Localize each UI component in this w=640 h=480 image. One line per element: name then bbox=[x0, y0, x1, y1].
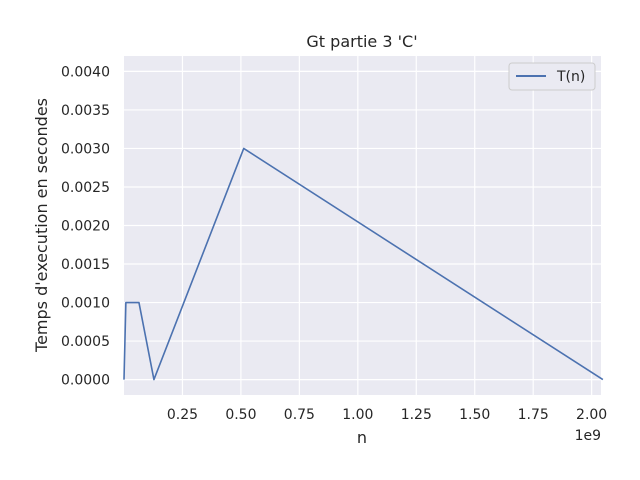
legend-box bbox=[508, 62, 596, 91]
y-tick-label: 0.0010 bbox=[61, 296, 110, 312]
y-tick-label: 0.0035 bbox=[61, 103, 110, 119]
y-tick-label: 0.0020 bbox=[61, 219, 110, 235]
y-tick-labels: 0.0000 0.0005 0.0010 0.0015 0.0020 0.0025 0.00… bbox=[61, 64, 110, 388]
x-tick-label: 1.00 bbox=[342, 407, 373, 423]
x-tick-labels: 0.25 0.50 0.75 1.00 1.25 1.50 1.75 2.00 bbox=[167, 407, 607, 423]
y-tick-label: 0.0015 bbox=[61, 257, 110, 273]
x-tick-label: 2.00 bbox=[576, 407, 607, 423]
x-tick-label: 0.75 bbox=[284, 407, 315, 423]
legend: T(n) bbox=[508, 62, 596, 91]
x-axis-label: n bbox=[357, 428, 367, 447]
y-axis-label: Temps d'execution en secondes bbox=[32, 98, 51, 353]
chart-title: Gt partie 3 'C' bbox=[306, 32, 417, 51]
y-tick-label: 0.0005 bbox=[61, 334, 110, 350]
x-tick-label: 1.75 bbox=[518, 407, 549, 423]
x-tick-label: 0.50 bbox=[225, 407, 256, 423]
series-line-t-n bbox=[123, 147, 604, 381]
x-tick-label: 0.25 bbox=[167, 407, 198, 423]
y-tick-label: 0.0040 bbox=[61, 64, 110, 80]
series-group bbox=[123, 147, 604, 381]
y-tick-label: 0.0025 bbox=[61, 180, 110, 196]
x-tick-label: 1.25 bbox=[401, 407, 432, 423]
grid bbox=[124, 56, 601, 395]
x-tick-label: 1.50 bbox=[459, 407, 490, 423]
y-tick-label: 0.0030 bbox=[61, 141, 110, 157]
y-tick-label: 0.0000 bbox=[61, 373, 110, 389]
legend-label-t-n: T(n) bbox=[556, 69, 585, 85]
x-offset-label: 1e9 bbox=[575, 428, 601, 444]
